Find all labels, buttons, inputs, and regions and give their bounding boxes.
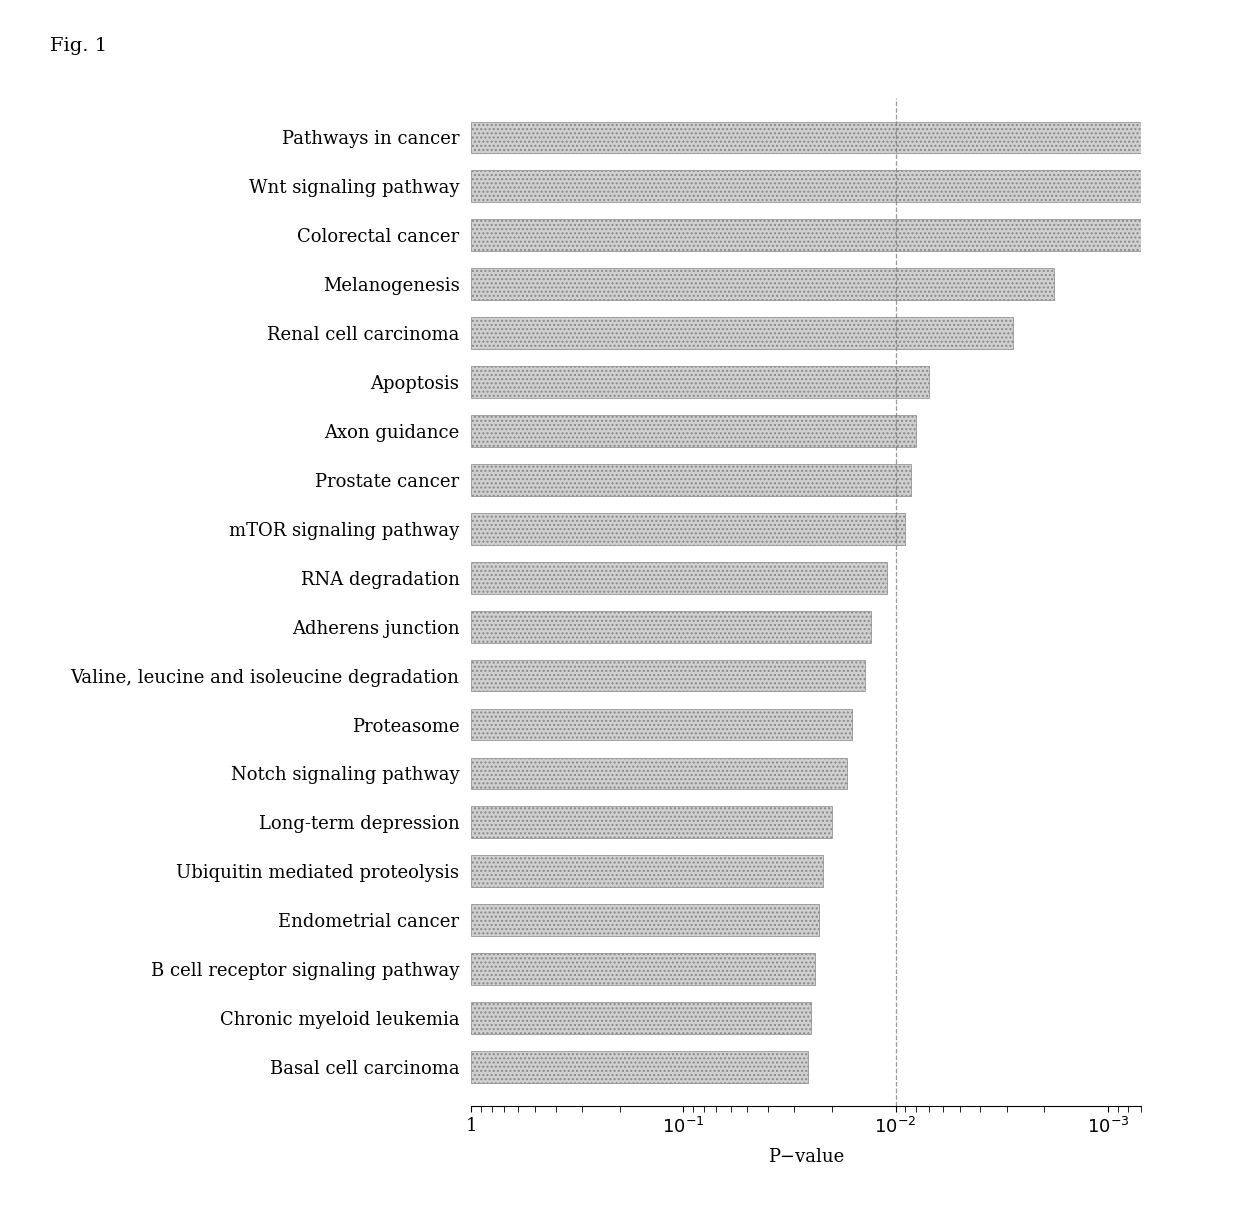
Bar (471, 709, 852, 740)
Bar (471, 122, 1225, 154)
Bar (471, 611, 872, 643)
Bar (471, 415, 916, 447)
Bar (471, 905, 818, 936)
Bar (471, 562, 887, 594)
Bar (471, 366, 929, 398)
X-axis label: P−value: P−value (768, 1148, 844, 1166)
Bar (471, 1051, 807, 1083)
Bar (471, 954, 815, 984)
Bar (471, 220, 1197, 251)
Bar (471, 317, 1013, 349)
Bar (471, 660, 864, 692)
Bar (471, 465, 910, 495)
Text: Fig. 1: Fig. 1 (50, 37, 107, 55)
Bar (471, 512, 905, 544)
Bar (471, 855, 823, 887)
Bar (471, 268, 1054, 300)
Bar (471, 806, 832, 838)
Bar (471, 171, 1182, 203)
Bar (471, 1002, 811, 1034)
Bar (471, 757, 847, 789)
